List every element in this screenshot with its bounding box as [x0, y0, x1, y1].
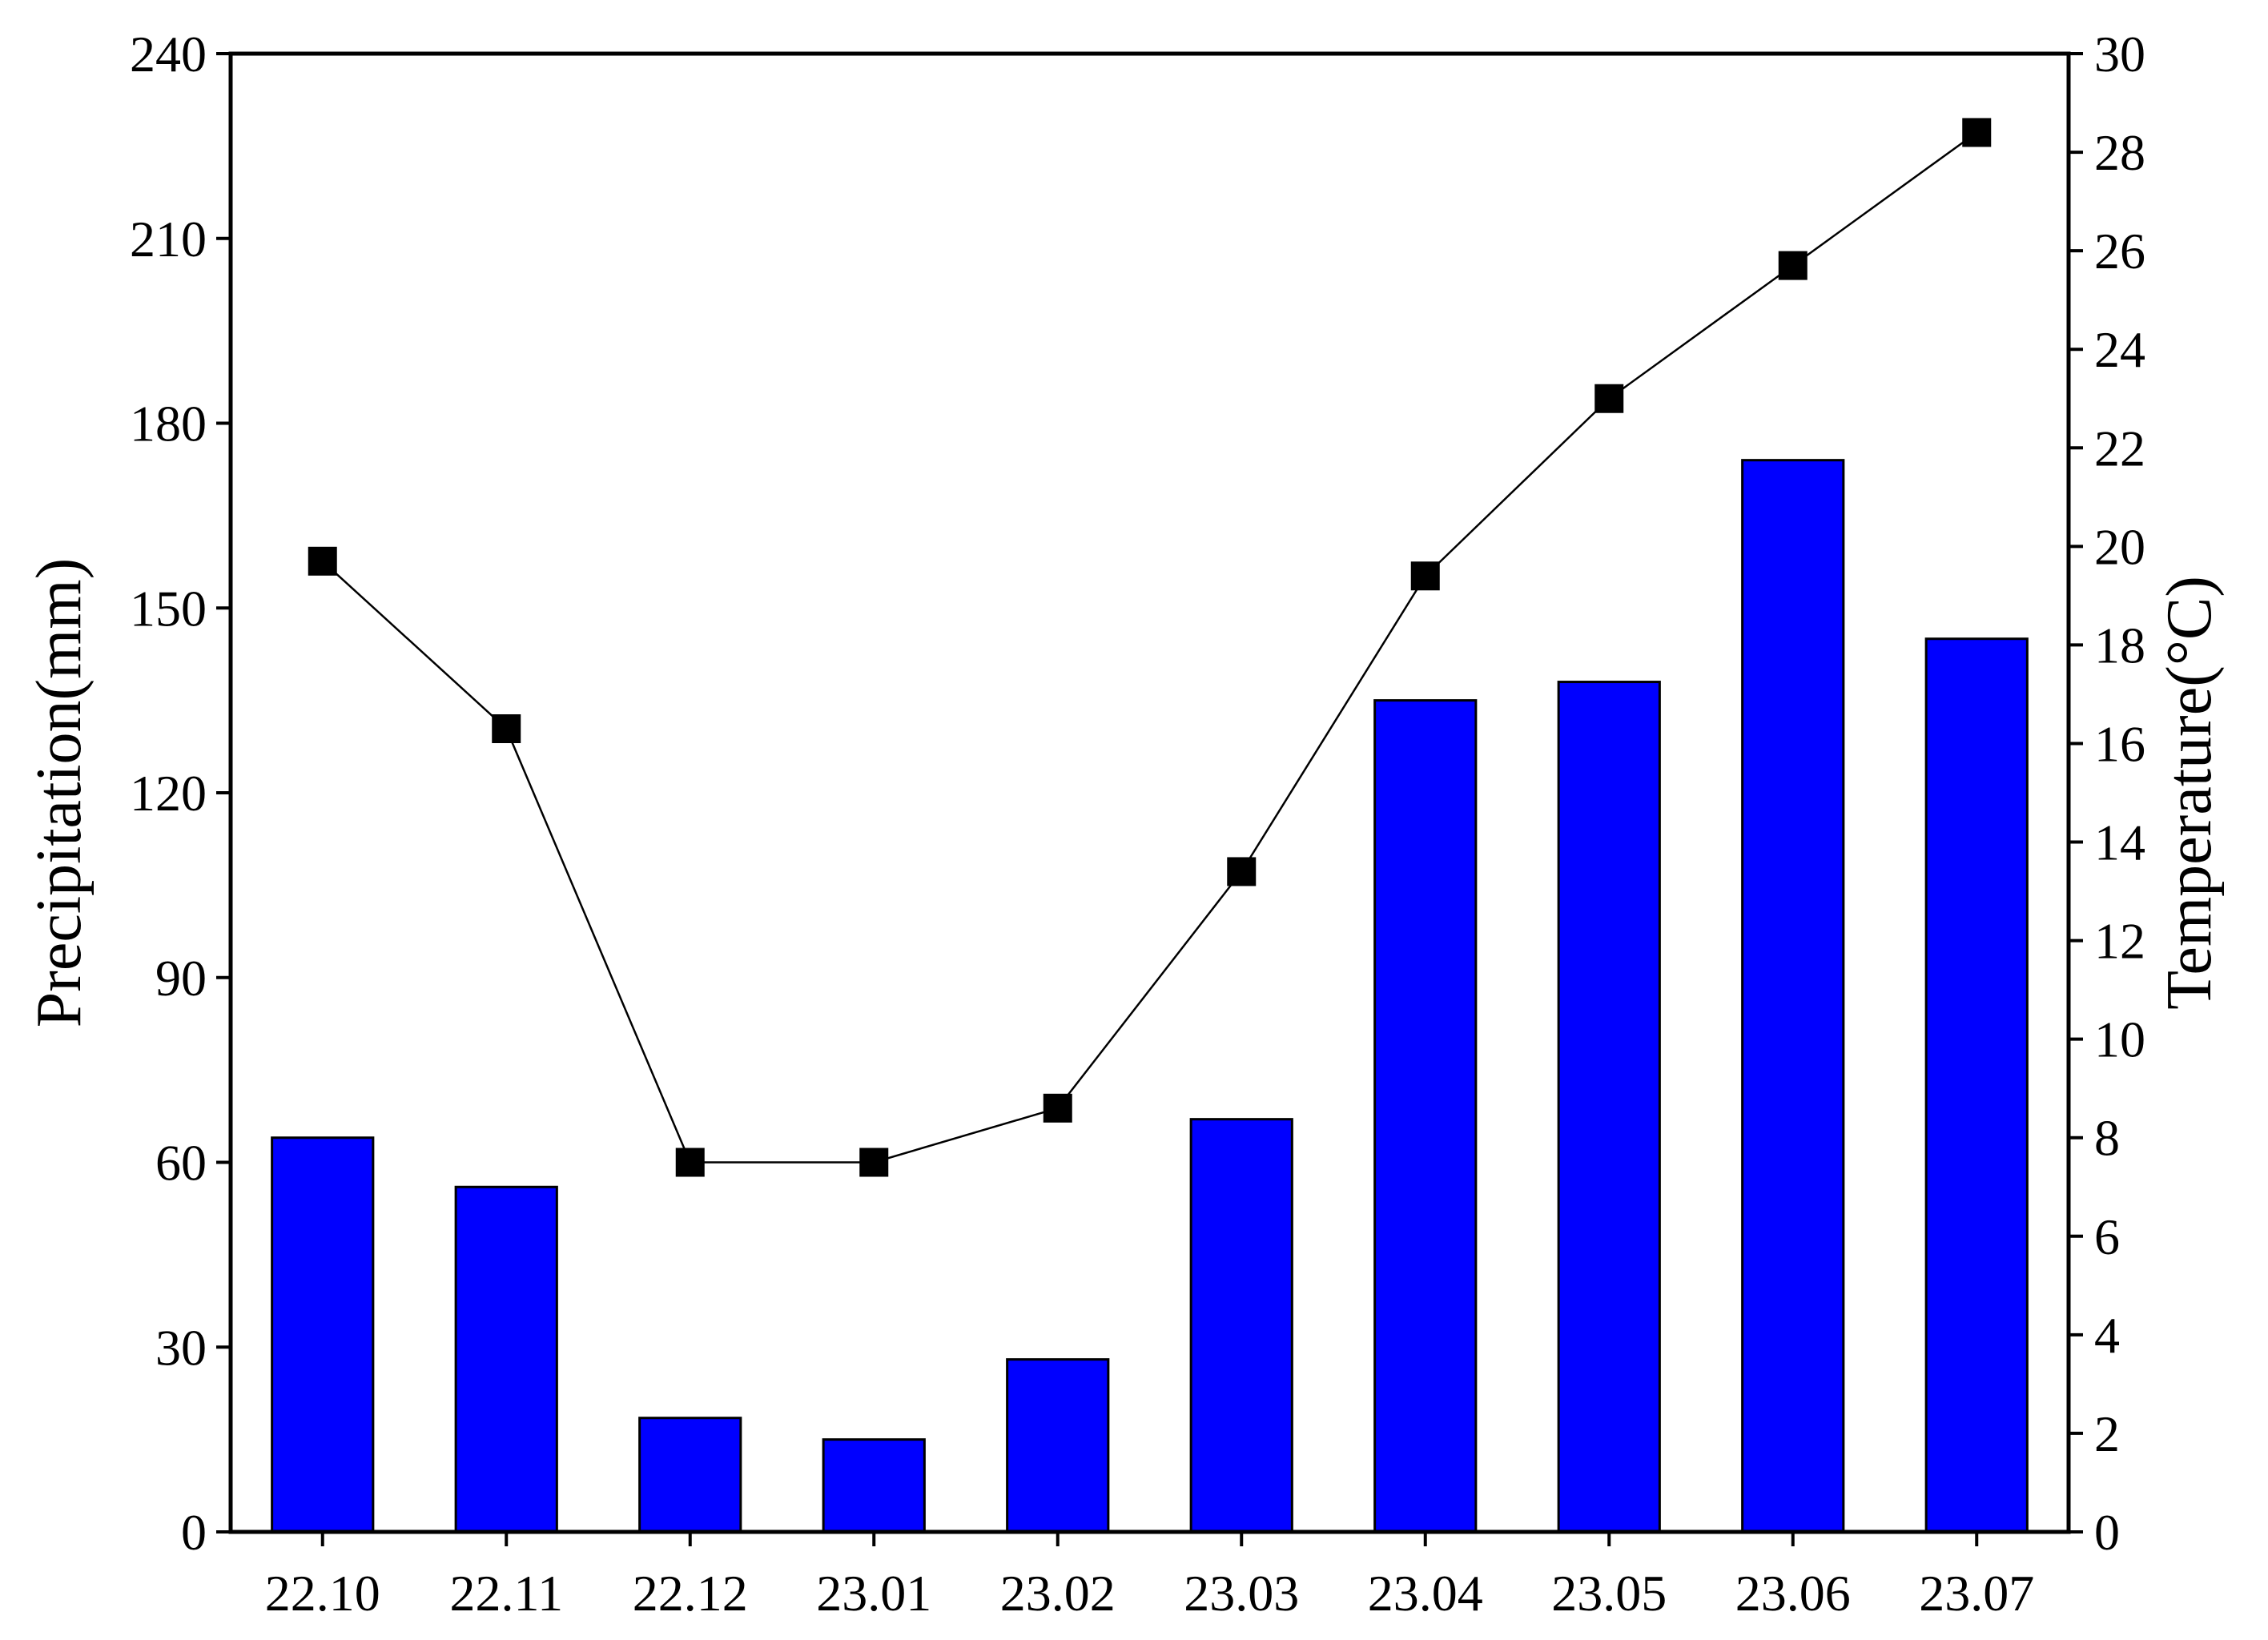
- bar: [1557, 681, 1661, 1533]
- y2-tick-label: 22: [2094, 420, 2145, 476]
- temperature-point: [308, 546, 337, 576]
- x-tick-label: 23.06: [1735, 1565, 1851, 1622]
- bar: [1741, 459, 1845, 1533]
- y2-tick-label: 26: [2094, 223, 2145, 279]
- bar: [1373, 699, 1478, 1533]
- temperature-point: [1962, 118, 1992, 147]
- y-tick-label: 240: [130, 26, 207, 82]
- y2-tick-label: 0: [2094, 1504, 2120, 1561]
- bar: [1924, 637, 2029, 1533]
- y2-tick-label: 8: [2094, 1110, 2120, 1167]
- x-tick-label: 23.03: [1184, 1565, 1299, 1622]
- y2-tick-label: 30: [2094, 26, 2145, 82]
- y2-tick-label: 12: [2094, 913, 2145, 970]
- bar: [271, 1136, 375, 1533]
- y2-tick-label: 20: [2094, 518, 2145, 575]
- temperature-line-path: [321, 131, 1977, 1164]
- precipitation-bars: [271, 459, 2029, 1533]
- temperature-point: [1594, 384, 1624, 413]
- temperature-point: [1410, 561, 1440, 591]
- y2-tick-label: 2: [2094, 1405, 2120, 1462]
- temperature-point: [675, 1148, 705, 1177]
- y2-tick-label: 24: [2094, 321, 2145, 378]
- y-tick-label: 150: [130, 580, 207, 637]
- x-tick-label: 22.11: [449, 1565, 563, 1622]
- y-tick-label: 60: [155, 1135, 207, 1192]
- bar: [638, 1417, 742, 1533]
- x-tick-label: 23.07: [1919, 1565, 2034, 1622]
- temperature-point: [1043, 1093, 1072, 1123]
- temperature-point: [859, 1148, 889, 1177]
- y2-tick-label: 16: [2094, 715, 2145, 772]
- y2-axis-title: Temperature(°C): [2154, 576, 2225, 1010]
- temperature-point: [1778, 251, 1808, 280]
- x-tick-label: 23.05: [1551, 1565, 1667, 1622]
- y-tick-label: 0: [181, 1504, 207, 1561]
- y2-tick-label: 28: [2094, 124, 2145, 181]
- y-tick-label: 180: [130, 396, 207, 452]
- y2-tick-label: 10: [2094, 1011, 2145, 1068]
- x-tick-label: 22.12: [633, 1565, 748, 1622]
- x-tick-label: 23.04: [1368, 1565, 1483, 1622]
- bar: [1006, 1358, 1110, 1533]
- y2-tick-label: 14: [2094, 814, 2145, 871]
- temperature-point: [492, 714, 521, 744]
- bar: [1189, 1118, 1293, 1533]
- y-tick-label: 30: [155, 1319, 207, 1376]
- bar: [822, 1438, 926, 1533]
- y-tick-label: 90: [155, 950, 207, 1007]
- y2-tick-label: 18: [2094, 617, 2145, 673]
- bar: [454, 1185, 558, 1533]
- y-axis-title: Precipitation(mm): [24, 558, 94, 1028]
- axes: 0306090120150180210240024681012141618202…: [130, 26, 2145, 1622]
- temperature-line: [308, 118, 1992, 1177]
- x-tick-label: 23.02: [1000, 1565, 1116, 1622]
- y-tick-label: 120: [130, 765, 207, 822]
- temperature-point: [1227, 857, 1257, 886]
- x-tick-label: 23.01: [816, 1565, 931, 1622]
- axis-labels: Precipitation(mm) Temperature(°C): [24, 558, 2225, 1028]
- x-tick-label: 22.10: [265, 1565, 380, 1622]
- y-tick-label: 210: [130, 211, 207, 267]
- y2-tick-label: 6: [2094, 1208, 2120, 1265]
- y2-tick-label: 4: [2094, 1307, 2120, 1364]
